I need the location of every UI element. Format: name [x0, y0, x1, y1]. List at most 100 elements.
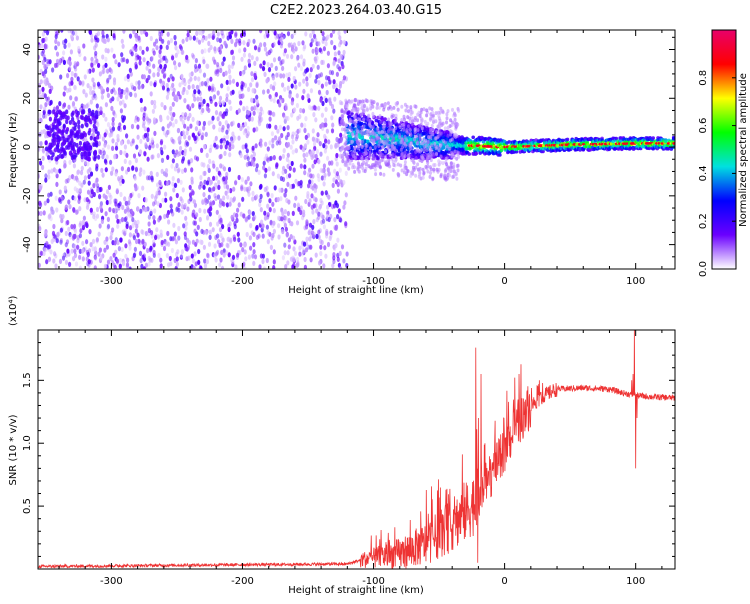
noise-cell — [112, 33, 116, 39]
signal-cell — [383, 117, 387, 121]
noise-cell — [100, 167, 104, 173]
noise-cell — [89, 135, 93, 141]
noise-cell — [158, 34, 162, 40]
noise-cell — [54, 112, 58, 117]
noise-cell — [281, 82, 285, 88]
noise-cell — [148, 257, 152, 263]
noise-cell — [305, 67, 309, 73]
noise-cell — [48, 132, 52, 138]
noise-cell — [128, 195, 132, 201]
noise-cell — [279, 98, 283, 104]
figure-title: C2E2.2023.264.03.40.G15 — [270, 3, 442, 18]
signal-halo-cell — [456, 168, 460, 173]
noise-cell — [273, 185, 277, 191]
noise-cell — [113, 264, 117, 269]
noise-cell — [143, 150, 147, 156]
noise-cell — [258, 121, 262, 127]
noise-cell — [283, 209, 287, 215]
noise-cell — [239, 70, 243, 77]
noise-cell — [221, 200, 225, 206]
noise-cell — [44, 113, 48, 119]
noise-cell — [81, 248, 85, 254]
noise-cell — [339, 217, 343, 223]
noise-cell — [101, 69, 105, 75]
noise-cell — [169, 196, 173, 202]
noise-cell — [311, 105, 315, 111]
noise-cell — [277, 215, 281, 221]
noise-cell — [180, 249, 184, 255]
noise-cell — [199, 96, 203, 102]
noise-cell — [49, 149, 53, 155]
noise-cell — [218, 49, 222, 55]
noise-cell — [200, 228, 204, 234]
noise-cell — [151, 108, 155, 114]
noise-cell — [315, 233, 319, 239]
noise-cell — [45, 151, 49, 157]
noise-cell — [83, 159, 87, 166]
noise-cell — [335, 71, 339, 77]
noise-cell — [72, 141, 77, 147]
noise-cell — [171, 211, 175, 217]
noise-cell — [80, 165, 84, 171]
noise-cell — [185, 221, 189, 227]
noise-cell — [131, 84, 135, 90]
noise-cell — [135, 223, 139, 229]
noise-cell — [332, 61, 336, 67]
noise-cell — [90, 189, 94, 195]
noise-cell — [177, 136, 181, 142]
noise-cell — [209, 206, 213, 212]
noise-cell — [39, 117, 43, 123]
noise-cell — [65, 239, 70, 245]
noise-cell — [73, 84, 77, 90]
noise-cell — [294, 136, 298, 142]
noise-cell — [272, 155, 276, 161]
signal-halo-cell — [353, 169, 357, 174]
noise-cell — [284, 115, 288, 121]
signal-halo-cell — [432, 167, 436, 172]
noise-cell — [150, 99, 154, 106]
signal-halo-cell — [413, 137, 416, 142]
noise-cell — [252, 231, 256, 237]
spectrogram-marks — [38, 30, 675, 269]
noise-cell — [54, 263, 58, 269]
noise-cell — [106, 223, 111, 229]
noise-cell — [336, 181, 340, 188]
noise-cell — [224, 175, 228, 181]
noise-cell — [55, 62, 59, 68]
noise-cell — [109, 128, 114, 134]
noise-cell — [138, 45, 142, 51]
noise-cell — [42, 37, 46, 44]
noise-cell — [104, 116, 108, 122]
noise-cell — [297, 206, 301, 212]
noise-cell — [301, 40, 305, 46]
noise-cell — [94, 215, 98, 222]
noise-cell — [284, 226, 288, 232]
noise-cell — [142, 266, 146, 269]
noise-cell — [115, 258, 119, 264]
noise-cell — [259, 63, 263, 69]
noise-cell — [302, 152, 306, 158]
noise-cell — [102, 150, 106, 156]
noise-cell — [287, 217, 291, 224]
noise-cell — [194, 126, 198, 132]
noise-cell — [140, 30, 144, 35]
noise-cell — [287, 71, 292, 78]
noise-cell — [90, 56, 94, 62]
noise-cell — [213, 193, 217, 199]
noise-cell — [42, 210, 46, 216]
noise-cell — [104, 62, 108, 68]
noise-cell — [266, 239, 270, 245]
noise-cell — [165, 44, 169, 51]
noise-cell — [322, 218, 326, 224]
noise-cell — [58, 258, 63, 264]
noise-cell — [171, 122, 175, 128]
noise-cell — [177, 235, 181, 241]
noise-cell — [179, 179, 183, 185]
noise-cell — [230, 63, 234, 69]
noise-cell — [198, 216, 202, 223]
noise-cell — [299, 163, 303, 169]
noise-cell — [216, 90, 220, 96]
noise-cell — [268, 116, 272, 122]
noise-cell — [115, 189, 119, 195]
noise-cell — [214, 257, 218, 263]
